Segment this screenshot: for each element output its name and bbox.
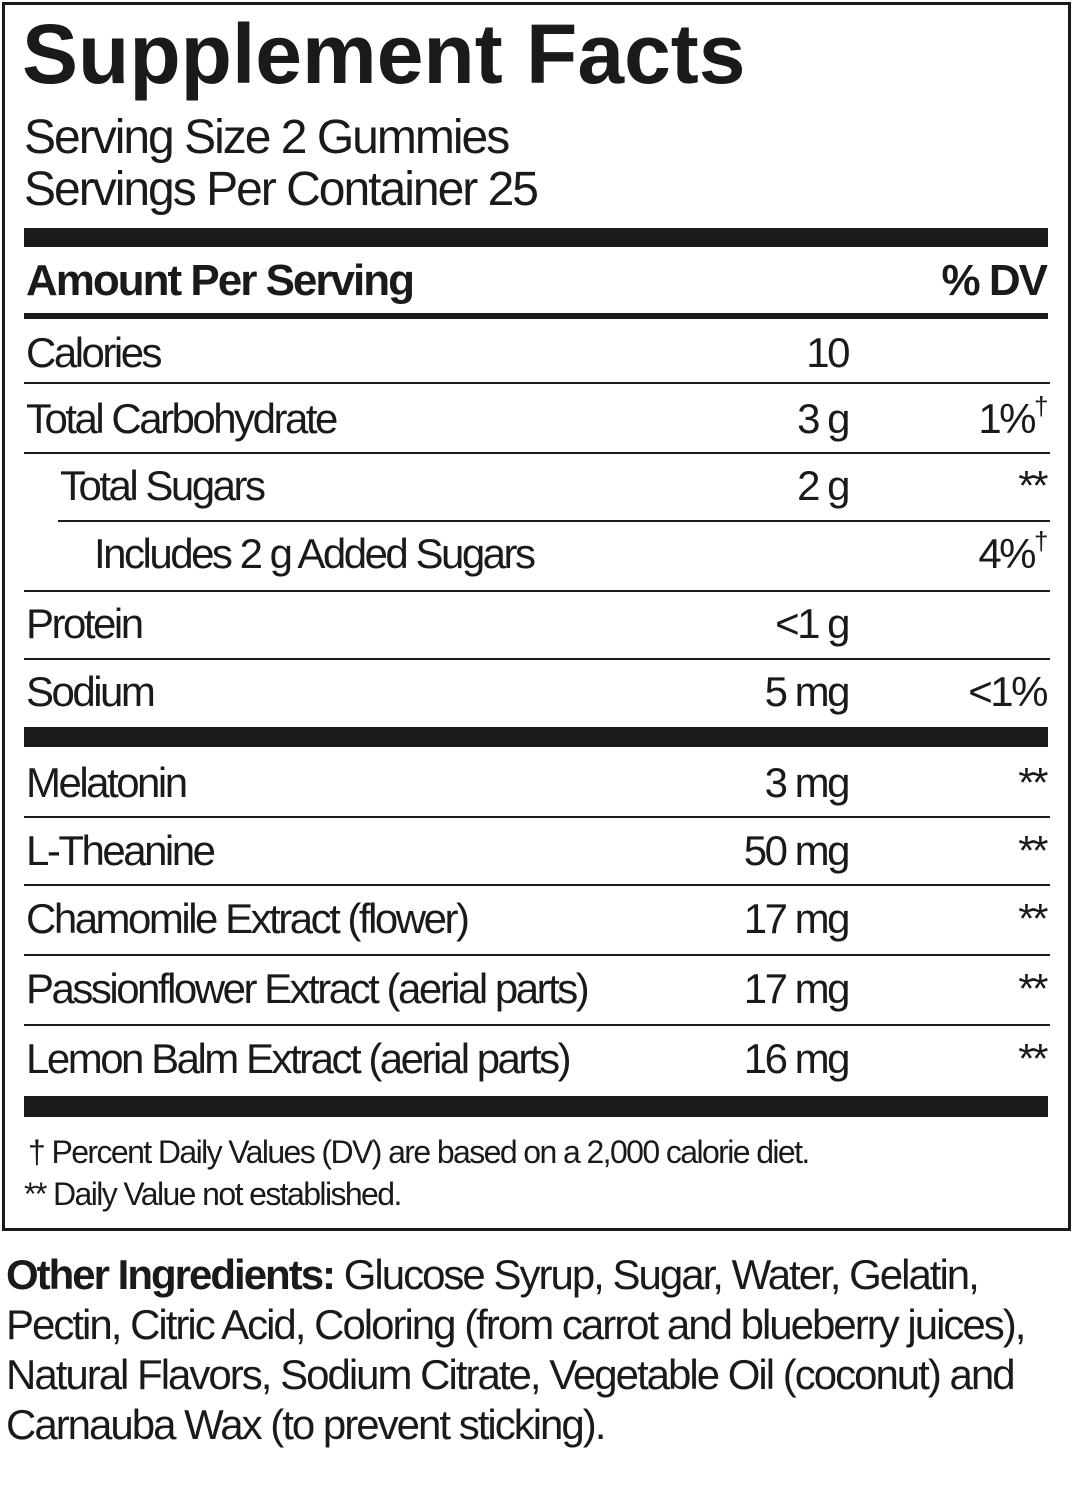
row-divider (24, 1024, 1050, 1026)
footnote-text: † Percent Daily Values (DV) are based on… (28, 1134, 810, 1170)
dv-value: ** (1018, 895, 1048, 942)
divider-bar (24, 313, 1048, 319)
divider-bar (24, 228, 1048, 247)
row-divider (24, 816, 1050, 818)
dv-value: 1% (978, 395, 1036, 442)
row-divider (24, 884, 1050, 886)
nutrient-name: Total Carbohydrate (26, 395, 338, 442)
nutrient-amount: 17 mg (743, 895, 851, 942)
footnote-text: ** Daily Value not established. (24, 1176, 402, 1212)
ingredients-line: Pectin, Citric Acid, Coloring (from carr… (6, 1301, 900, 1348)
nutrient-amount: 5 mg (764, 668, 851, 715)
row-divider (24, 954, 1050, 956)
ingredients-line: Glucose Syrup, Sugar, Water, Gelatin, (334, 1251, 980, 1298)
nutrient-amount: <1 g (775, 600, 850, 647)
row-divider (24, 382, 1050, 384)
nutrient-dv: ** (1018, 1035, 1048, 1082)
nutrient-amount: 10 (806, 329, 850, 376)
dagger-mark: † (1034, 526, 1048, 556)
nutrient-name: Sodium (26, 668, 156, 715)
nutrient-row: Lemon Balm Extract (aerial parts) 16 mg … (0, 1026, 1074, 1092)
footnote-not-established: ** Daily Value not established. (24, 1174, 1024, 1214)
dv-value: ** (1018, 462, 1048, 509)
row-divider (24, 452, 1050, 454)
nutrient-dv: 4%† (978, 526, 1048, 577)
panel-title: Supplement Facts (22, 4, 1052, 104)
dv-header: % DV (941, 256, 1048, 305)
nutrient-dv: ** (1018, 759, 1048, 806)
other-ingredients: Other Ingredients: Glucose Syrup, Sugar,… (6, 1250, 1068, 1450)
nutrient-dv: ** (1018, 895, 1048, 942)
nutrient-dv: ** (1018, 462, 1048, 509)
nutrient-amount: 16 mg (743, 1035, 851, 1082)
nutrient-name: L-Theanine (26, 827, 216, 874)
servings-per-container: Servings Per Container 25 (24, 162, 1024, 218)
dv-value: 4% (978, 530, 1036, 577)
nutrient-name: Melatonin (26, 759, 188, 806)
nutrient-dv: 1%† (978, 391, 1048, 442)
other-ingredients-label: Other Ingredients: (6, 1251, 336, 1298)
footnote-dv: † Percent Daily Values (DV) are based on… (28, 1132, 1028, 1172)
row-divider (58, 520, 1050, 522)
nutrient-row: Calories 10 (0, 320, 1074, 386)
title-text: Supplement Facts (22, 7, 746, 101)
divider-bar (24, 727, 1048, 747)
nutrient-amount: 3 g (797, 395, 850, 442)
row-divider (24, 658, 1050, 660)
nutrient-row: L-Theanine 50 mg ** (0, 818, 1074, 884)
serving-size-text: Serving Size 2 Gummies (24, 111, 510, 164)
ingredients-line: (coconut) and Carnauba Wax (to prevent s… (6, 1351, 1016, 1448)
nutrient-amount: 50 mg (743, 827, 851, 874)
nutrient-name: Includes 2 g Added Sugars (94, 530, 536, 577)
nutrient-row: Passionflower Extract (aerial parts) 17 … (0, 956, 1074, 1022)
nutrient-name: Passionflower Extract (aerial parts) (26, 965, 590, 1012)
nutrient-amount: 3 mg (764, 759, 851, 806)
nutrient-row: Total Carbohydrate 3 g 1%† (0, 386, 1074, 452)
dagger-mark: † (1034, 391, 1048, 421)
nutrient-name: Lemon Balm Extract (aerial parts) (26, 1035, 572, 1082)
divider-bar (24, 1096, 1048, 1117)
serving-size: Serving Size 2 Gummies (24, 110, 1024, 166)
dv-value: ** (1018, 965, 1048, 1012)
nutrient-row: Sodium 5 mg <1% (0, 659, 1074, 725)
nutrient-dv: <1% (968, 668, 1048, 715)
row-divider (24, 590, 1050, 592)
amount-header: Amount Per Serving (26, 256, 415, 305)
nutrient-row: Chamomile Extract (flower) 17 mg ** (0, 886, 1074, 952)
dv-value: ** (1018, 759, 1048, 806)
ingredients-line: juices), Natural Flavors, Sodium Citrate… (6, 1301, 1026, 1398)
nutrient-name: Total Sugars (60, 462, 266, 509)
nutrient-name: Calories (26, 329, 163, 376)
nutrient-row: Melatonin 3 mg ** (0, 750, 1074, 816)
nutrient-row: Total Sugars 2 g ** (0, 453, 1074, 519)
nutrient-name: Chamomile Extract (flower) (26, 895, 470, 942)
dv-value: ** (1018, 1035, 1048, 1082)
nutrient-name: Protein (26, 600, 144, 647)
servings-text: Servings Per Container 25 (24, 163, 539, 216)
supplement-facts-panel (2, 2, 1071, 1231)
nutrient-dv: ** (1018, 965, 1048, 1012)
dv-value: <1% (968, 668, 1048, 715)
nutrient-amount: 2 g (797, 462, 850, 509)
nutrient-amount: 17 mg (743, 965, 851, 1012)
nutrient-row: Protein <1 g (0, 591, 1074, 657)
nutrient-dv: ** (1018, 827, 1048, 874)
dv-value: ** (1018, 827, 1048, 874)
header-row: Amount Per Serving % DV (0, 248, 1074, 314)
nutrient-row: Includes 2 g Added Sugars 4%† (0, 521, 1074, 587)
